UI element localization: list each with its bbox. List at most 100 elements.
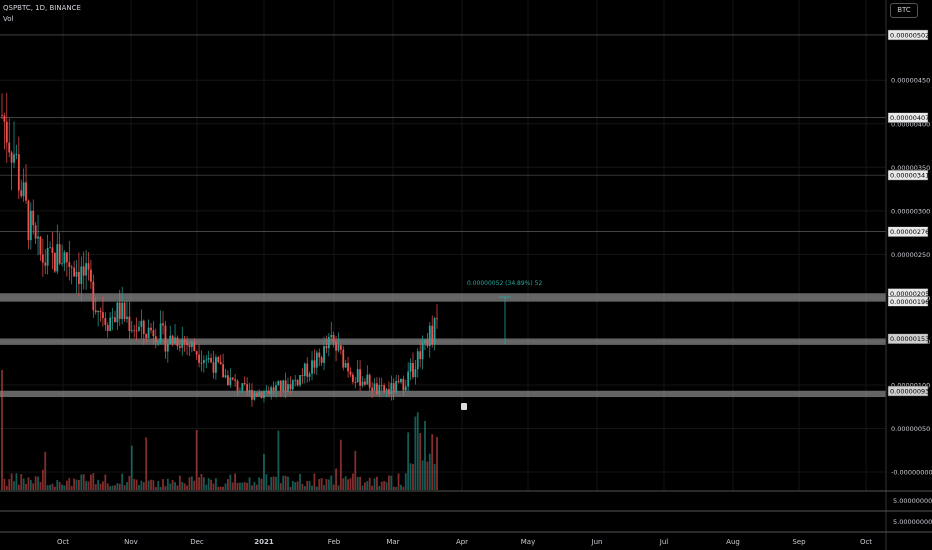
- time-tick: 2021: [254, 538, 274, 546]
- volume-bar: [85, 480, 88, 490]
- volume-bar: [234, 473, 237, 490]
- volume-bar: [339, 439, 342, 490]
- price-level-label[interactable]: 0.00000341: [887, 169, 929, 181]
- volume-bar: [80, 474, 83, 490]
- candle: [85, 250, 88, 290]
- candle: [171, 334, 174, 347]
- candle: [234, 373, 237, 387]
- support-resistance-zones[interactable]: [0, 293, 886, 398]
- volume-bar: [335, 468, 337, 490]
- candle: [318, 348, 321, 367]
- volume-bar: [385, 482, 388, 490]
- candle: [61, 244, 63, 267]
- volume-bar: [294, 482, 297, 490]
- svg-text:0.00000341: 0.00000341: [890, 172, 929, 180]
- candle: [325, 335, 328, 353]
- candle: [53, 252, 56, 274]
- candle: [347, 356, 349, 378]
- candle: [5, 92, 8, 163]
- volume-bar: [376, 476, 378, 490]
- candle: [46, 234, 49, 275]
- volume-bar: [284, 475, 287, 490]
- candle: [162, 311, 164, 335]
- price-tick: 0.00000300: [891, 207, 930, 215]
- candle: [202, 355, 205, 373]
- candle: [239, 387, 241, 393]
- volume-bar: [289, 486, 292, 490]
- candle: [436, 304, 438, 329]
- volume-bar: [116, 483, 119, 490]
- time-tick: Nov: [124, 538, 138, 546]
- candle: [296, 378, 299, 387]
- currency-badge[interactable]: BTC: [890, 3, 918, 18]
- volume-bar: [255, 484, 258, 490]
- volume-bar: [267, 485, 270, 490]
- candle: [222, 353, 225, 378]
- price-level-label[interactable]: 0.00000093: [887, 385, 929, 397]
- candlestick-series[interactable]: [1, 92, 438, 407]
- volume-bar: [388, 475, 390, 490]
- volume-bar: [239, 482, 241, 490]
- volume-bar: [366, 481, 369, 490]
- volume-bar: [371, 485, 374, 490]
- candle: [1, 93, 3, 120]
- symbol-title[interactable]: QSPBTC, 1D, BINANCE: [3, 4, 81, 12]
- volume-bar: [94, 484, 97, 490]
- price-level-label[interactable]: 0.00000502: [887, 29, 929, 41]
- candle: [275, 381, 277, 398]
- volume-bar: [145, 437, 148, 490]
- volume-indicator-label[interactable]: Vol: [3, 15, 14, 23]
- candle: [227, 370, 229, 386]
- price-level-label[interactable]: 0.00000196: [887, 296, 929, 307]
- volume-bar: [118, 483, 121, 490]
- pane-separators[interactable]: [0, 490, 932, 533]
- candle: [97, 310, 100, 327]
- volume-bar: [68, 478, 71, 490]
- candle: [327, 333, 330, 357]
- price-level-label[interactable]: 0.00000407: [887, 112, 929, 123]
- volume-bar: [138, 485, 140, 490]
- flag-marker-icon[interactable]: [461, 403, 467, 410]
- candle: [289, 376, 292, 395]
- volume-bar: [195, 430, 198, 490]
- candle: [3, 112, 6, 150]
- time-axis[interactable]: Oct Nov Dec 2021 Feb Mar Apr May Jun Jul Aug Sep Oct: [57, 538, 872, 546]
- volume-bar: [433, 463, 436, 490]
- time-tick: Feb: [328, 538, 341, 546]
- price-range-measure[interactable]: 0.00000052 (34.89%) 52: [467, 280, 542, 344]
- candle: [193, 338, 196, 352]
- volume-bar: [78, 480, 80, 490]
- candle: [20, 179, 23, 199]
- volume-bar: [303, 486, 306, 490]
- price-axis[interactable]: 0.00000450 0.00000400 0.00000350 0.00000300…: [885, 0, 932, 550]
- candle: [70, 265, 73, 285]
- candle: [279, 380, 282, 397]
- volume-bar: [65, 480, 68, 490]
- candle: [176, 335, 179, 351]
- volume-bar: [53, 486, 56, 490]
- candle: [313, 349, 316, 374]
- horizontal-levels[interactable]: [0, 34, 886, 392]
- candle: [27, 199, 30, 250]
- candle: [188, 342, 191, 357]
- chart-grid: [0, 0, 886, 491]
- candle: [284, 372, 287, 399]
- candle: [32, 199, 35, 235]
- volume-bar: [436, 436, 438, 490]
- price-tick: -0.00000000: [891, 469, 932, 477]
- price-level-label[interactable]: 0.00000276: [887, 226, 929, 237]
- candle: [25, 164, 27, 204]
- price-level-label[interactable]: 0.00000153: [887, 333, 929, 345]
- candle: [123, 301, 126, 322]
- volume-bar: [263, 453, 265, 490]
- volume-bar: [383, 481, 386, 490]
- volume-bar: [251, 485, 253, 490]
- price-tick: 0.00000450: [891, 77, 930, 85]
- candle: [255, 392, 258, 398]
- candle: [364, 378, 366, 387]
- volume-bar: [25, 483, 27, 490]
- candle: [431, 315, 434, 348]
- volume-bar: [373, 478, 376, 490]
- volume-bar: [17, 484, 20, 490]
